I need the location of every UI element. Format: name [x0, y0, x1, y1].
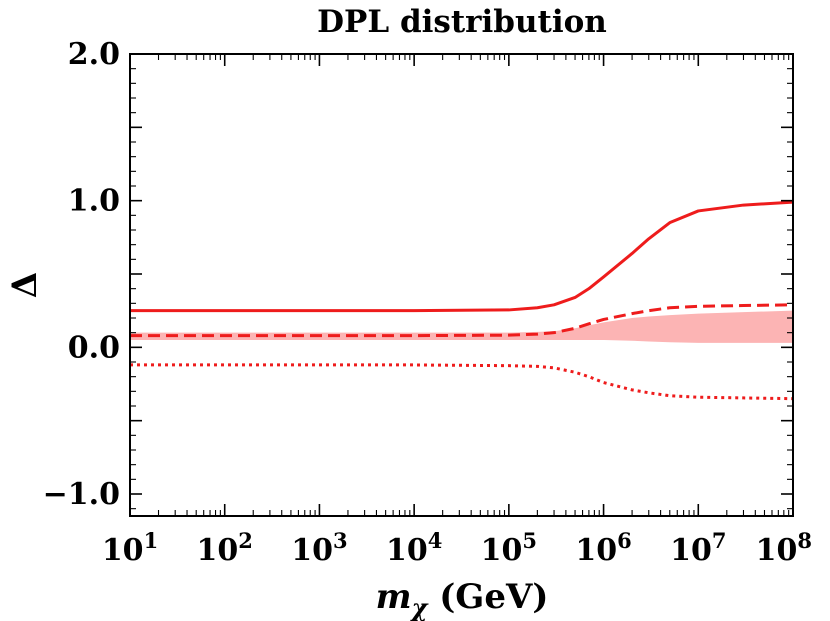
y-tick-label: 0.0 — [68, 330, 120, 365]
series-layer — [130, 200, 794, 401]
x-tick-label: 104 — [386, 528, 442, 568]
y-tick-labels: 2.0 1.0 0.0 −1.0 — [43, 37, 120, 512]
y-axis-label: Δ — [5, 272, 45, 298]
plot-frame — [129, 53, 794, 517]
x-tick-label: 107 — [670, 528, 726, 568]
x-tick-label: 102 — [197, 528, 253, 568]
x-tick-label: 103 — [291, 528, 347, 568]
x-tick-labels: 101 102 103 104 105 106 107 108 — [102, 528, 812, 568]
series-line-dashed — [130, 303, 794, 338]
series-line-dotted — [130, 363, 794, 401]
y-tick-label: 2.0 — [68, 37, 120, 72]
y-tick-label: −1.0 — [43, 477, 120, 512]
shaded-band — [130, 310, 793, 343]
x-tick-label: 106 — [575, 528, 631, 568]
x-tick-label: 105 — [481, 528, 537, 568]
tick-layer — [129, 53, 794, 516]
confidence-band-layer — [130, 310, 793, 343]
x-tick-label: 101 — [102, 528, 158, 568]
series-line-solid — [130, 200, 794, 313]
chart-title: DPL distribution — [317, 4, 607, 40]
y-tick-label: 1.0 — [68, 184, 120, 219]
x-tick-label: 108 — [756, 528, 812, 568]
x-axis-label: mχ (GeV) — [376, 577, 549, 621]
